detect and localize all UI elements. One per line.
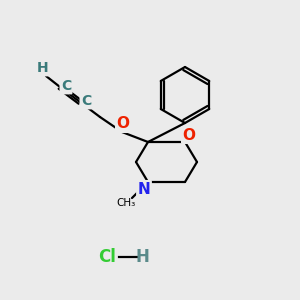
Text: N: N <box>138 182 150 196</box>
Text: H: H <box>37 61 49 75</box>
Text: O: O <box>116 116 130 131</box>
Text: Cl: Cl <box>98 248 116 266</box>
Text: C: C <box>81 94 91 108</box>
Text: CH₃: CH₃ <box>116 198 136 208</box>
Text: O: O <box>182 128 196 142</box>
Text: H: H <box>135 248 149 266</box>
Text: C: C <box>61 79 71 93</box>
